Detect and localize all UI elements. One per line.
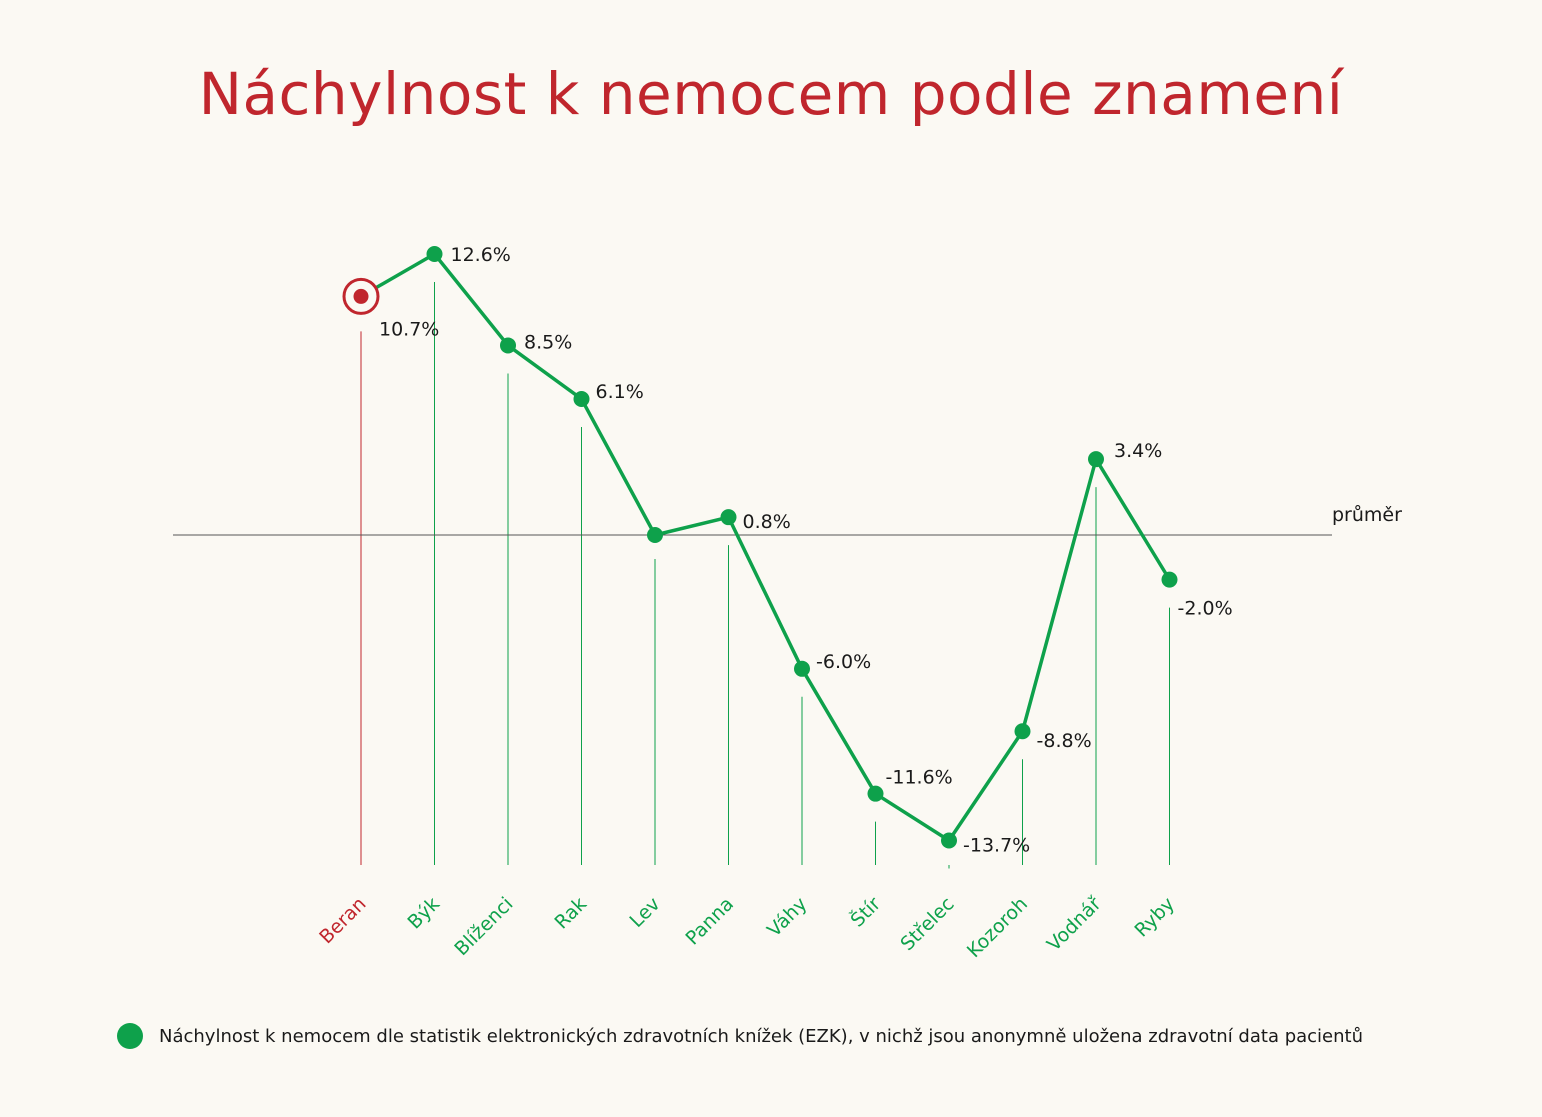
data-label: -6.0% (816, 651, 871, 673)
category-label: Štír (845, 891, 885, 931)
reference-line-group: průměr (173, 504, 1402, 536)
category-label: Panna (681, 893, 738, 950)
data-labels: 10.7% 12.6% 8.5% 6.1% 0.8% -6.0% -11.6% -13.7% -… (379, 244, 1233, 856)
drop-lines (360, 282, 1170, 869)
category-label: Vodnář (1043, 893, 1106, 956)
data-point (794, 660, 810, 677)
category-label: Ryby (1130, 893, 1179, 942)
data-points (342, 246, 1178, 849)
data-point (573, 390, 590, 407)
chart-title: Náchylnost k nemocem podle znamení (198, 60, 1344, 128)
data-label: 6.1% (596, 381, 644, 403)
data-point (867, 785, 884, 802)
legend-marker (117, 1023, 143, 1049)
data-point (426, 246, 443, 263)
category-labels: Beran Býk Blíženci Rak Lev Panna Váhy Štír Střel… (315, 891, 1179, 962)
category-label: Beran (315, 893, 370, 948)
data-label: -13.7% (963, 835, 1030, 857)
data-point (1014, 723, 1031, 740)
data-label: 0.8% (743, 511, 791, 533)
category-label: Lev (626, 893, 665, 932)
data-label: 12.6% (451, 244, 511, 266)
data-label: 8.5% (524, 331, 572, 353)
category-label: Býk (404, 893, 445, 934)
legend-text: Náchylnost k nemocem dle statistik elekt… (159, 1025, 1363, 1047)
category-label: Váhy (763, 893, 811, 941)
data-label: 3.4% (1114, 440, 1162, 462)
category-label: Rak (550, 893, 591, 934)
legend: Náchylnost k nemocem dle statistik elekt… (117, 1022, 1363, 1050)
highlight-point (353, 288, 369, 304)
data-label: -8.8% (1037, 730, 1092, 752)
series-line (360, 252, 1171, 843)
category-label: Střelec (896, 893, 958, 955)
data-point (500, 337, 516, 354)
category-label: Blíženci (450, 893, 517, 960)
series-line-group (360, 252, 1171, 843)
data-point (720, 509, 737, 526)
data-point (941, 832, 957, 849)
category-label: Kozoroh (963, 893, 1032, 962)
data-point (1088, 451, 1104, 468)
data-label: 10.7% (379, 318, 439, 340)
data-point (1161, 571, 1178, 588)
data-label: -11.6% (886, 767, 953, 789)
data-label: -2.0% (1178, 598, 1233, 620)
average-label: průměr (1332, 504, 1402, 526)
data-point (647, 527, 663, 543)
